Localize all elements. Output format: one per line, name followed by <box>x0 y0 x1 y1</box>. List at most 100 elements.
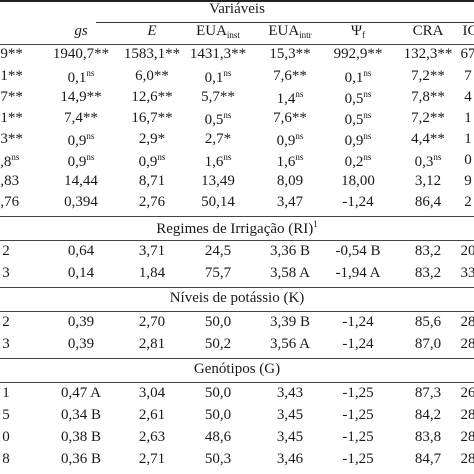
anova-cell-value: 4,7** <box>0 89 23 105</box>
anova-cell: 4,3** <box>0 131 23 148</box>
anova-cell: 2,9* <box>139 131 165 148</box>
anova-cell-value: 7,4** <box>64 110 98 126</box>
anova-cell-value: 2,7* <box>204 131 232 147</box>
anova-cell: 1,4ns <box>277 89 304 108</box>
anova-cell: 0,5ns <box>345 110 372 129</box>
column-header-label: CRA <box>412 23 444 39</box>
mean-cell: 0,39 <box>68 336 94 353</box>
anova-cell: 1 <box>464 131 472 148</box>
mean-cell-value: -1,25 <box>342 451 374 467</box>
mean-cell-value: -1,25 <box>342 407 374 423</box>
anova-cell-value: 13,49 <box>201 173 235 189</box>
column-header: CRA <box>413 23 444 40</box>
anova-cell: 7,1** <box>0 110 23 127</box>
mean-cell-value: -1,94 A <box>335 265 381 281</box>
anova-cell-value: 1,6 <box>276 154 296 170</box>
mean-cell-value: 0,36 B <box>60 451 102 467</box>
mean-cell-value: 24,5 <box>204 243 232 259</box>
mean-cell-value: 0,47 A <box>60 385 102 401</box>
mean-cell: 28 <box>461 407 474 424</box>
anova-cell-significance: ns <box>295 131 304 141</box>
anova-cell: 0,1** <box>0 68 23 85</box>
mean-cell: 5 <box>2 407 10 424</box>
anova-cell-value: 7,6** <box>273 110 307 126</box>
mean-cell-value: 28 <box>460 407 474 423</box>
mean-cell: 20 <box>461 243 474 260</box>
mean-cell-value: 48,6 <box>204 429 232 445</box>
anova-cell-value: 0,3 <box>414 154 434 170</box>
mean-cell: 28 <box>461 429 474 446</box>
mean-cell-value: 0,34 B <box>60 407 102 423</box>
mean-cell-value: 2,71 <box>138 451 166 467</box>
mean-cell: 33 <box>461 265 474 282</box>
anova-cell: 0,394 <box>64 194 98 211</box>
mean-cell: -1,25 <box>342 385 373 402</box>
mean-cell-value: 0,39 <box>67 314 95 330</box>
mean-cell: -1,25 <box>342 407 373 424</box>
anova-cell: 1583,1** <box>124 46 180 63</box>
anova-cell-value: 7,6** <box>273 68 307 84</box>
mean-cell-value: 87,0 <box>414 336 442 352</box>
mean-cell-value: 3,43 <box>276 385 304 401</box>
anova-cell-significance: ns <box>363 110 372 120</box>
mean-cell: 2 <box>2 243 10 260</box>
anova-cell: 18,00 <box>341 173 375 190</box>
anova-cell-significance: ns <box>223 68 232 78</box>
column-header-label: IC <box>462 23 474 39</box>
anova-cell: 0 <box>464 152 472 169</box>
anova-cell: 0,2ns <box>345 152 372 171</box>
anova-cell-value: 992,9** <box>333 46 383 62</box>
mean-cell-value: 3,71 <box>138 243 166 259</box>
mean-cell: 85,6 <box>415 314 441 331</box>
mean-cell-value: 2,81 <box>138 336 166 352</box>
mean-cell: 0 <box>2 429 10 446</box>
anova-cell: 0,9ns <box>345 131 372 150</box>
section-title-footnote: 1 <box>313 219 318 229</box>
anova-cell-value: 1583,1** <box>123 46 181 62</box>
mean-cell: 50,0 <box>205 314 231 331</box>
anova-cell-significance: ns <box>363 131 372 141</box>
anova-cell-significance: ns <box>86 131 95 141</box>
anova-cell-value: 0,9 <box>344 133 364 149</box>
column-header-label: Ψ <box>350 23 363 39</box>
anova-cell-value: 1 <box>464 110 472 126</box>
mean-cell: 83,8 <box>415 429 441 446</box>
anova-cell: 7,4** <box>64 110 98 127</box>
mean-cell: 2,71 <box>139 451 165 468</box>
mean-cell-value: 50,0 <box>204 385 232 401</box>
anova-cell: 9 <box>464 173 472 190</box>
mean-cell-value: 83,2 <box>414 243 442 259</box>
anova-cell: 7,6** <box>273 68 307 85</box>
mean-cell-value: 3,56 A <box>269 336 311 352</box>
mean-cell-value: 28 <box>460 451 474 467</box>
anova-cell-value: 9,9** <box>0 46 23 62</box>
mean-cell: 2,81 <box>139 336 165 353</box>
section-title-text: Níveis de potássio (K) <box>169 290 305 306</box>
anova-cell-significance: ns <box>86 68 95 78</box>
anova-cell-value: 7 <box>464 68 472 84</box>
mean-cell-value: 2,61 <box>138 407 166 423</box>
mean-cell-value: 50,3 <box>204 451 232 467</box>
mean-cell: 84,2 <box>415 407 441 424</box>
mean-cell: 3,56 A <box>270 336 310 353</box>
mean-cell-value: 3,45 <box>276 429 304 445</box>
anova-cell-value: 8,09 <box>276 173 304 189</box>
anova-cell: 2,7* <box>205 131 231 148</box>
mean-cell-value: 2 <box>2 314 10 330</box>
anova-cell-value: 1,4 <box>276 91 296 107</box>
column-header-label: E <box>147 23 157 39</box>
mean-cell: 2,61 <box>139 407 165 424</box>
anova-cell-significance: ns <box>86 152 95 162</box>
section-title: Genótipos (G) <box>0 361 474 378</box>
anova-cell: 2 <box>464 194 472 211</box>
mean-cell-value: 28 <box>460 336 474 352</box>
header-rule <box>0 44 474 45</box>
mean-cell-value: 0,39 <box>67 336 95 352</box>
top-rule <box>0 0 474 2</box>
anova-cell-significance: ns <box>295 152 304 162</box>
mean-cell: 26 <box>461 385 474 402</box>
anova-cell: 3,12 <box>415 173 441 190</box>
mean-cell: 3,36 B <box>270 243 310 260</box>
anova-cell: 0,9ns <box>68 131 95 150</box>
mean-cell: 3,45 <box>277 429 303 446</box>
